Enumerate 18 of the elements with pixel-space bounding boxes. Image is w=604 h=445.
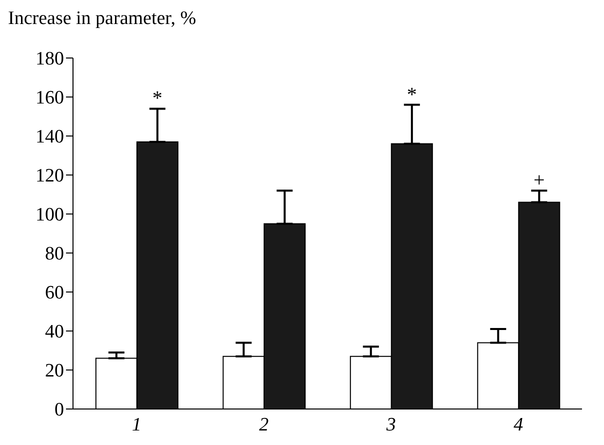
annotation: + xyxy=(534,170,545,192)
y-tick-label: 0 xyxy=(54,400,64,421)
y-tick-label: 100 xyxy=(36,204,64,226)
x-tick-label: 2 xyxy=(259,414,270,436)
y-tick-label: 140 xyxy=(36,126,64,148)
y-tick-label: 20 xyxy=(45,360,64,382)
annotation: * xyxy=(406,84,417,106)
annotation: * xyxy=(152,88,162,110)
y-tick-label: 120 xyxy=(36,166,64,187)
y-tick-label: 60 xyxy=(45,282,64,304)
x-tick-label: 1 xyxy=(132,414,142,436)
y-tick-label: 180 xyxy=(36,48,64,70)
y-tick-label: 80 xyxy=(45,244,64,265)
chart-title: Increase in parameter, % xyxy=(8,8,196,30)
x-tick-label: 3 xyxy=(385,414,396,436)
y-tick-label: 40 xyxy=(45,322,64,343)
x-tick-label: 4 xyxy=(514,414,524,436)
y-tick-label: 160 xyxy=(36,88,64,109)
